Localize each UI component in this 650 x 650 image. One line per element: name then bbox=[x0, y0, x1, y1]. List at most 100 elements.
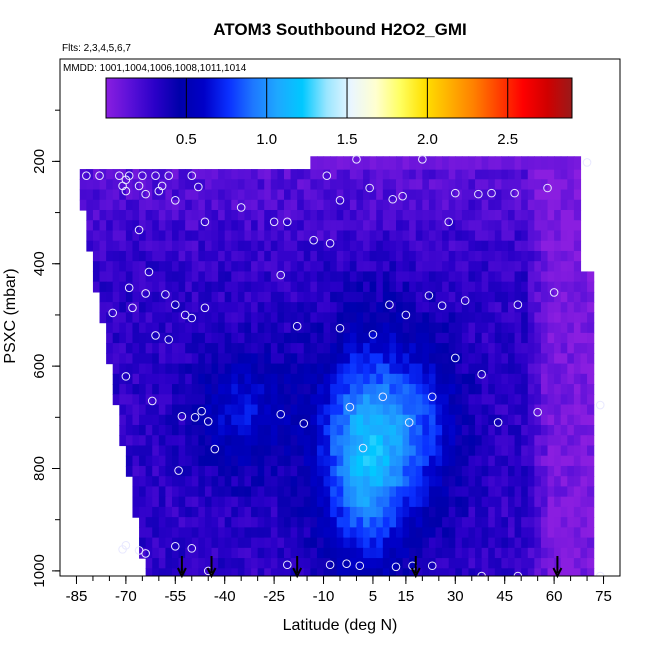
heatmap-cell bbox=[323, 527, 331, 539]
heatmap-cell bbox=[132, 394, 140, 406]
heatmap-cell bbox=[409, 179, 417, 191]
heatmap-cell bbox=[435, 455, 443, 467]
heatmap-cell bbox=[554, 404, 562, 416]
heatmap-cell bbox=[389, 302, 397, 313]
heatmap-cell bbox=[396, 414, 404, 426]
heatmap-cell bbox=[92, 240, 101, 252]
heatmap-cell bbox=[573, 199, 582, 211]
heatmap-cell bbox=[145, 414, 153, 426]
heatmap-cell bbox=[521, 271, 529, 283]
colorbar-fill bbox=[105, 77, 573, 119]
heatmap-cell bbox=[323, 476, 331, 488]
heatmap-cell bbox=[508, 240, 516, 252]
heatmap-cell bbox=[376, 435, 384, 447]
heatmap-cell bbox=[330, 291, 338, 303]
heatmap-cell bbox=[422, 558, 430, 569]
heatmap-cell bbox=[442, 373, 450, 385]
heatmap-cell bbox=[560, 210, 568, 221]
heatmap-cell bbox=[224, 230, 232, 242]
heatmap-cell bbox=[297, 465, 305, 477]
heatmap-cell bbox=[139, 199, 147, 211]
heatmap-cell bbox=[475, 250, 483, 262]
heatmap-cell bbox=[323, 424, 331, 436]
heatmap-cell bbox=[435, 547, 443, 559]
heatmap-cell bbox=[251, 363, 259, 375]
heatmap-cell bbox=[494, 547, 503, 559]
heatmap-cell bbox=[356, 496, 364, 508]
heatmap-cell bbox=[139, 506, 147, 518]
heatmap-cell bbox=[198, 322, 206, 334]
heatmap-cell bbox=[356, 373, 364, 385]
heatmap-cell bbox=[527, 291, 535, 303]
heatmap-cell bbox=[481, 517, 489, 528]
heatmap-cell bbox=[428, 169, 437, 180]
heatmap-cell bbox=[560, 189, 568, 201]
heatmap-cell bbox=[356, 312, 364, 324]
heatmap-cell bbox=[290, 189, 298, 201]
heatmap-cell bbox=[290, 547, 298, 559]
heatmap-cell bbox=[257, 414, 265, 426]
heatmap-cell bbox=[284, 169, 292, 180]
heatmap-cell bbox=[402, 404, 410, 416]
observation-marker bbox=[365, 183, 374, 193]
heatmap-cell bbox=[580, 291, 588, 303]
heatmap-cell bbox=[277, 169, 285, 180]
observation-marker bbox=[114, 171, 124, 181]
heatmap-cell bbox=[244, 435, 252, 447]
heatmap-cell bbox=[547, 230, 555, 242]
heatmap-cell bbox=[158, 465, 167, 477]
heatmap-cell bbox=[178, 271, 186, 283]
observation-marker bbox=[121, 372, 131, 381]
heatmap-cell bbox=[488, 363, 496, 375]
heatmap-cell bbox=[277, 230, 285, 242]
heatmap-cell bbox=[244, 537, 252, 549]
heatmap-cell bbox=[428, 465, 437, 477]
heatmap-cell bbox=[547, 312, 555, 324]
heatmap-cell bbox=[534, 332, 542, 344]
heatmap-cell bbox=[435, 169, 443, 180]
heatmap-cell bbox=[547, 435, 555, 447]
heatmap-cell bbox=[363, 547, 371, 559]
heatmap-cell bbox=[112, 220, 120, 232]
heatmap-cell bbox=[468, 476, 476, 488]
heatmap-cell bbox=[475, 527, 483, 539]
heatmap-cell bbox=[191, 281, 199, 293]
heatmap-cell bbox=[112, 199, 120, 211]
heatmap-cell bbox=[310, 332, 318, 344]
heatmap-cell bbox=[363, 250, 371, 262]
heatmap-cell bbox=[455, 424, 463, 436]
heatmap-cell bbox=[382, 527, 391, 539]
heatmap-cell bbox=[172, 384, 180, 395]
heatmap-cell bbox=[125, 455, 134, 467]
heatmap-cell bbox=[297, 199, 305, 211]
heatmap-cell bbox=[119, 281, 127, 293]
heatmap-cell bbox=[534, 404, 542, 416]
heatmap-cell bbox=[158, 322, 167, 334]
heatmap-cell bbox=[99, 230, 107, 242]
heatmap-cell bbox=[139, 210, 147, 221]
heatmap-cell bbox=[534, 312, 542, 324]
heatmap-cell bbox=[198, 568, 206, 576]
heatmap-cell bbox=[330, 250, 338, 262]
heatmap-cell bbox=[198, 445, 206, 457]
heatmap-cell bbox=[303, 445, 311, 457]
heatmap-cell bbox=[442, 568, 450, 576]
heatmap-cell bbox=[428, 271, 437, 283]
heatmap-cell bbox=[349, 302, 358, 313]
heatmap-cell bbox=[389, 558, 397, 569]
heatmap-cell bbox=[422, 302, 430, 313]
heatmap-cell bbox=[349, 465, 358, 477]
heatmap-cell bbox=[204, 189, 213, 201]
heatmap-cell bbox=[270, 230, 279, 242]
heatmap-cell bbox=[191, 220, 199, 232]
heatmap-cell bbox=[330, 230, 338, 242]
heatmap-cell bbox=[303, 547, 311, 559]
heatmap-cell bbox=[231, 271, 239, 283]
heatmap-cell bbox=[494, 332, 503, 344]
heatmap-cell bbox=[185, 455, 193, 467]
heatmap-cell bbox=[488, 261, 496, 273]
y-tick-label: 200 bbox=[31, 149, 48, 174]
y-axis-label: PSXC (mbar) bbox=[2, 268, 19, 363]
heatmap-cell bbox=[224, 558, 232, 569]
heatmap-cell bbox=[112, 343, 120, 354]
